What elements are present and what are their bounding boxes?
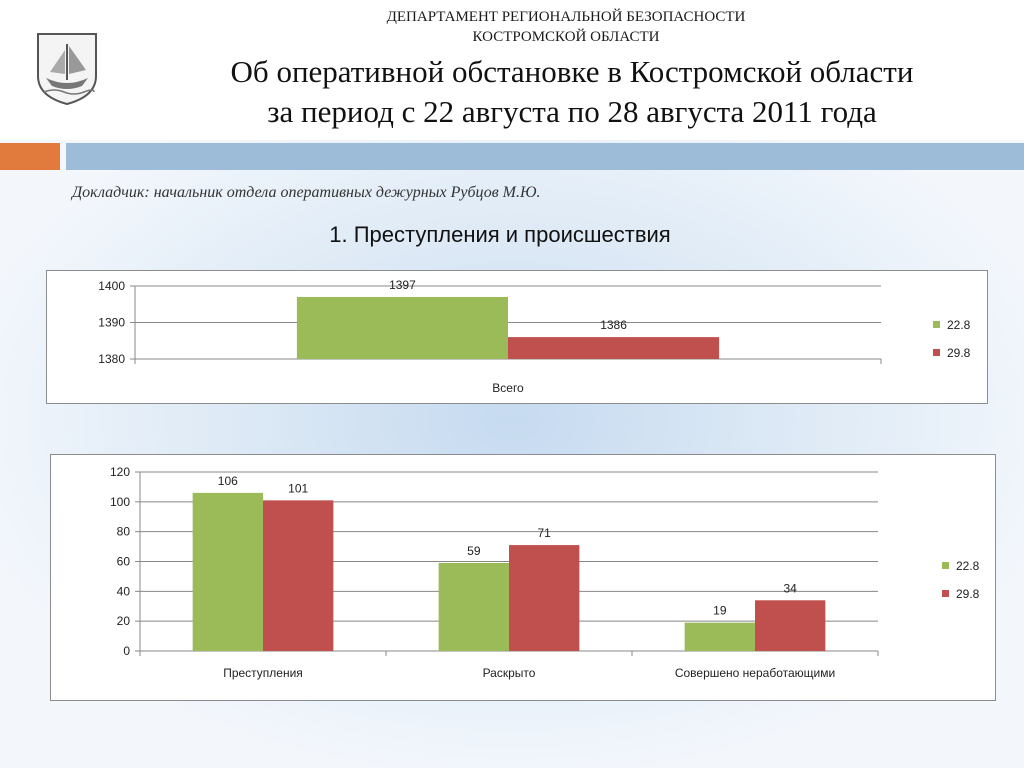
chart-crimes: 0 20 40 60 80 100 120 106 101 Преступления 59 71 Рас… [50, 454, 996, 701]
data-label: 1386 [600, 318, 627, 332]
chart-total-svg: 1380 1390 1400 1397 1386 Всего 22.8 29.8 [98, 278, 971, 395]
legend-swatch [942, 590, 949, 597]
x-category-label: Всего [492, 381, 524, 395]
department-name-line2: КОСТРОМСКОЙ ОБЛАСТИ [472, 29, 660, 45]
slide-title-line2: за период с 22 августа по 28 августа 201… [267, 94, 877, 129]
legend-swatch [933, 349, 940, 356]
y-tick-label: 60 [117, 555, 131, 569]
chart-crimes-svg: 0 20 40 60 80 100 120 106 101 Преступления 59 71 Рас… [110, 465, 980, 680]
legend-swatch [942, 562, 949, 569]
bar [263, 500, 334, 651]
data-label: 19 [713, 604, 727, 618]
y-tick-label: 1380 [98, 352, 125, 366]
slide-header: ДЕПАРТАМЕНТ РЕГИОНАЛЬНОЙ БЕЗОПАСНОСТИ КО… [0, 0, 1024, 140]
x-category-label: Совершено неработающими [675, 666, 835, 680]
y-tick-label: 100 [110, 495, 130, 509]
bar [755, 600, 826, 651]
y-tick-label: 0 [123, 644, 130, 658]
x-category-label: Раскрыто [483, 666, 536, 680]
legend-swatch [933, 321, 940, 328]
department-name-line1: ДЕПАРТАМЕНТ РЕГИОНАЛЬНОЙ БЕЗОПАСНОСТИ [386, 9, 746, 25]
bar [192, 492, 263, 651]
legend-label: 22.8 [956, 559, 980, 573]
data-label: 1397 [389, 278, 416, 292]
data-label: 34 [783, 581, 797, 595]
bar [438, 562, 509, 651]
reporter-line: Докладчик: начальник отдела оперативных … [72, 184, 541, 201]
section-title: 1. Преступления и происшествия [329, 222, 671, 247]
x-category-label: Преступления [223, 666, 303, 680]
data-label: 71 [537, 526, 551, 540]
bar [296, 296, 508, 359]
orange-accent-band [0, 143, 60, 170]
y-tick-label: 120 [110, 465, 130, 479]
data-label: 101 [288, 481, 308, 495]
y-tick-label: 80 [117, 525, 131, 539]
legend-label: 22.8 [947, 318, 971, 332]
slide-title-line1: Об оперативной обстановке в Костромской … [230, 54, 914, 89]
blue-accent-band [66, 143, 1024, 170]
bar [684, 622, 755, 651]
y-tick-label: 20 [117, 614, 131, 628]
data-label: 106 [218, 474, 238, 488]
y-tick-label: 1400 [98, 279, 125, 293]
legend-label: 29.8 [947, 346, 971, 360]
bar [509, 545, 580, 651]
chart-total: 1380 1390 1400 1397 1386 Всего 22.8 29.8 [46, 270, 988, 404]
bar [508, 337, 720, 359]
y-tick-label: 1390 [98, 316, 125, 330]
legend-label: 29.8 [956, 587, 980, 601]
y-tick-label: 40 [117, 584, 131, 598]
data-label: 59 [467, 544, 481, 558]
coat-of-arms-icon [37, 33, 97, 106]
